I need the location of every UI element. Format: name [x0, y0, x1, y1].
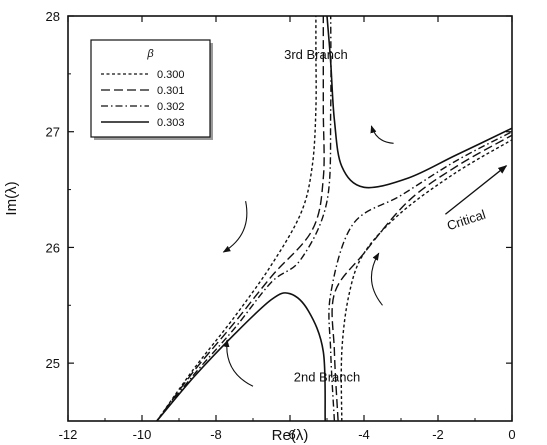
y-tick-label: 26 — [46, 240, 60, 255]
flow-arrow — [223, 339, 254, 387]
series-line-0.300-upper-left — [156, 16, 317, 421]
series-line-0.300-lower-right — [340, 139, 512, 421]
flow-arrow — [222, 201, 248, 253]
annotation-2nd-branch: 2nd Branch — [294, 370, 361, 385]
annotations: 3rd Branch 2nd Branch Critical — [222, 47, 508, 387]
x-tick-label: 0 — [508, 427, 515, 442]
legend-box — [90, 39, 211, 138]
flow-arrow — [370, 125, 394, 144]
critical-arrow — [444, 165, 508, 215]
legend-entry-0.302: 0.302 — [157, 101, 185, 113]
plot-area — [156, 16, 512, 421]
legend-entry-0.301: 0.301 — [157, 85, 185, 97]
x-tick-label: -6 — [284, 427, 296, 442]
annotation-critical: Critical — [445, 207, 488, 234]
legend: β0.300 0.301 0.302 0.303 — [90, 39, 213, 140]
legend-entry-0.300: 0.300 — [157, 69, 185, 81]
legend-entry-0.303: 0.303 — [157, 117, 185, 129]
series-line-0.303-upper-left — [156, 292, 326, 421]
x-axis-label: Re(λ) — [272, 427, 309, 444]
x-tick-label: -8 — [210, 427, 222, 442]
y-axis-label: Im(λ) — [3, 181, 20, 215]
x-tick-label: -12 — [59, 427, 78, 442]
series-line-0.302-lower-right — [328, 131, 512, 421]
annotation-3rd-branch: 3rd Branch — [284, 47, 348, 62]
flow-arrow — [370, 252, 383, 306]
y-tick-label: 27 — [46, 125, 60, 140]
x-tick-label: -2 — [432, 427, 444, 442]
x-tick-label: -4 — [358, 427, 370, 442]
y-tick-label: 25 — [46, 356, 60, 371]
x-tick-label: -10 — [133, 427, 152, 442]
series-line-0.301-lower-right — [331, 134, 512, 421]
series-line-0.301-upper-left — [156, 16, 325, 421]
y-tick-label: 28 — [46, 9, 60, 24]
legend-title: β — [146, 48, 154, 60]
series-line-0.303-lower-right — [326, 16, 512, 189]
axes: -12 -10 -8 -6 -4 -2 0 25 26 27 28 Re(λ) Im(λ) — [3, 9, 516, 444]
